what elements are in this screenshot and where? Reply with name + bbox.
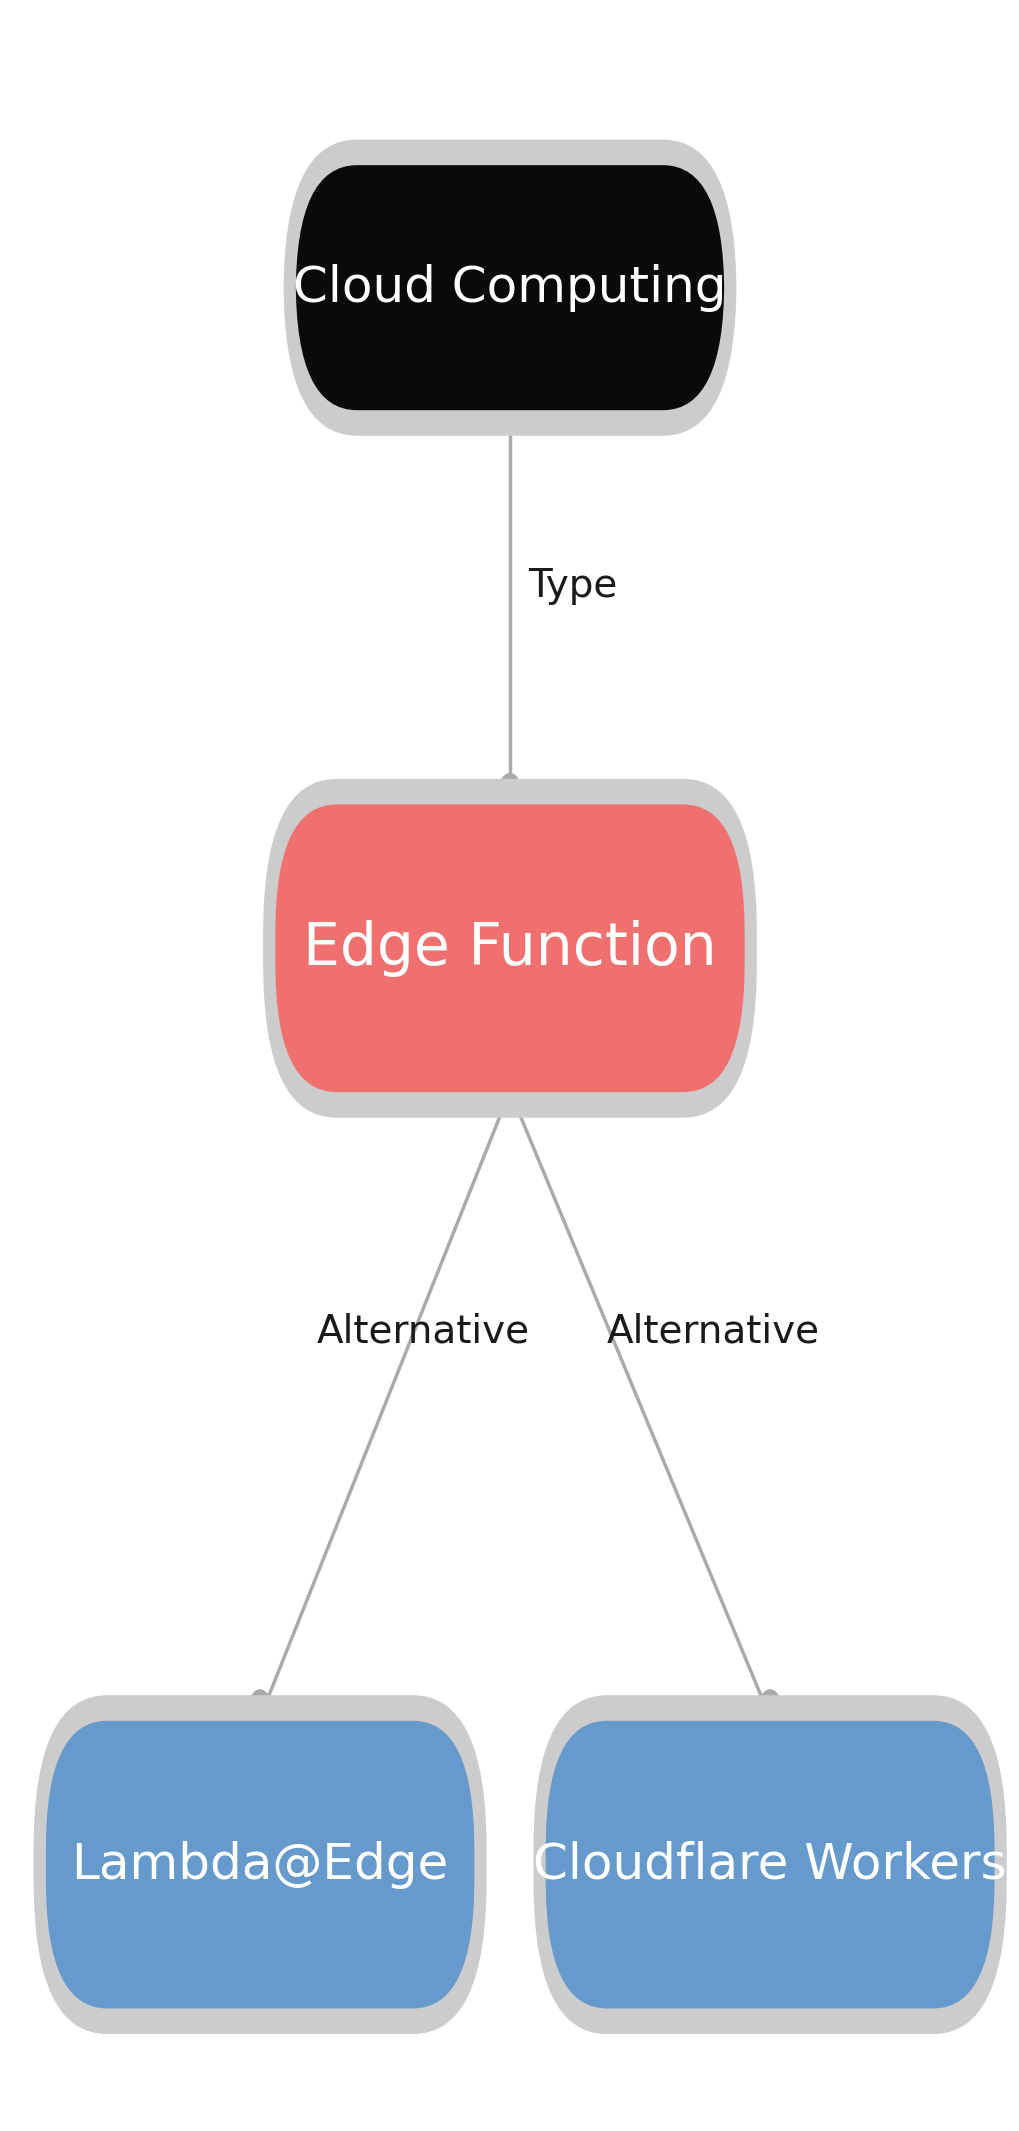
Text: Edge Function: Edge Function — [303, 921, 716, 976]
Text: Lambda@Edge: Lambda@Edge — [71, 1841, 448, 1888]
Circle shape — [247, 1690, 273, 1745]
Text: Cloud Computing: Cloud Computing — [293, 264, 727, 311]
Circle shape — [756, 1690, 783, 1745]
FancyBboxPatch shape — [296, 166, 723, 409]
Text: Alternative: Alternative — [606, 1313, 819, 1351]
FancyBboxPatch shape — [275, 803, 744, 1091]
FancyBboxPatch shape — [533, 1696, 1006, 2033]
FancyBboxPatch shape — [46, 1722, 474, 2007]
Text: Cloudflare Workers: Cloudflare Workers — [533, 1841, 1006, 1888]
FancyBboxPatch shape — [283, 141, 736, 437]
FancyBboxPatch shape — [263, 778, 756, 1117]
FancyBboxPatch shape — [34, 1696, 486, 2033]
Text: Alternative: Alternative — [316, 1313, 529, 1351]
Text: Type: Type — [528, 567, 618, 605]
Circle shape — [496, 774, 523, 829]
FancyBboxPatch shape — [545, 1722, 994, 2007]
